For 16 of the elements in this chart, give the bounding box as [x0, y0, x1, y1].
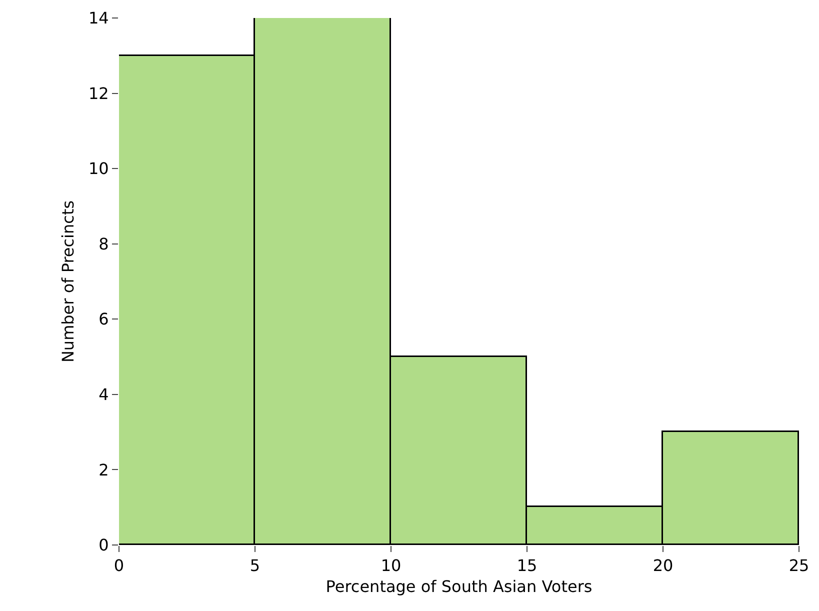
y-tick-label: 6 [98, 310, 109, 329]
x-tick-label: 5 [250, 556, 260, 576]
x-tick-label: 0 [114, 556, 124, 576]
y-axis-title: Number of Precincts [58, 200, 78, 363]
x-tick-label: 10 [380, 556, 402, 576]
y-tick-label: 0 [98, 536, 109, 555]
y-tick-label: 12 [88, 84, 109, 103]
y-tick-label: 8 [98, 234, 109, 254]
x-tick-label: 15 [516, 556, 538, 576]
y-tick-label: 4 [98, 385, 109, 404]
x-tick-label: 25 [788, 556, 810, 576]
x-axis-title: Percentage of South Asian Voters [326, 576, 592, 596]
y-tick-label: 10 [88, 159, 109, 178]
y-tick-label: 2 [98, 460, 109, 480]
y-tick-label: 14 [88, 8, 109, 28]
x-tick-label: 20 [652, 556, 674, 576]
